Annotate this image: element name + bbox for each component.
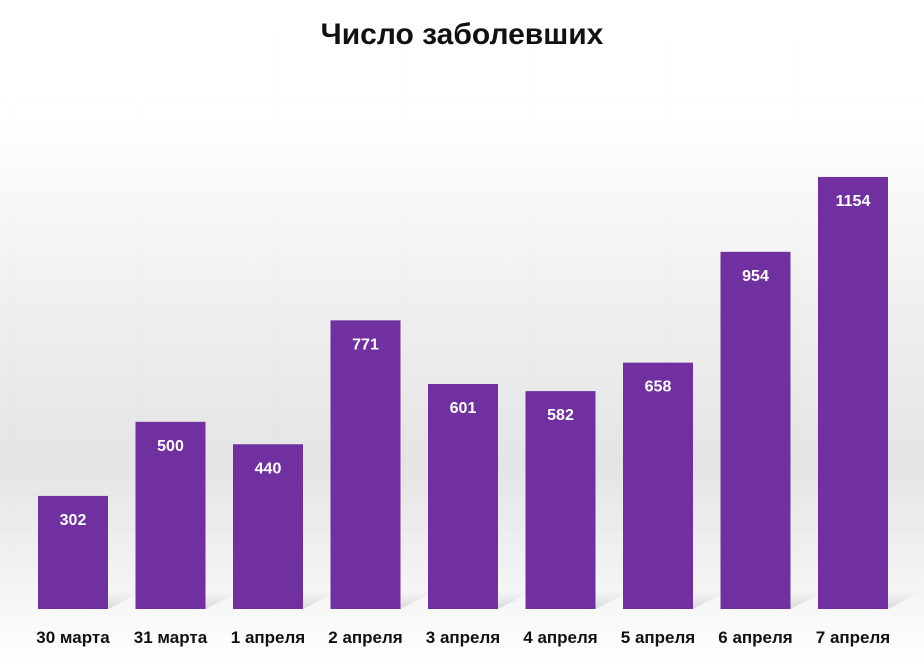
bar-data-labels: 302 500 440 771 601 582 658 954 1154 [60, 193, 871, 529]
bar-data-label: 601 [450, 400, 477, 417]
x-tick-label: 1 апреля [231, 628, 305, 647]
bar-data-label: 771 [352, 336, 379, 353]
x-tick-label: 3 апреля [426, 628, 500, 647]
bar[interactable] [525, 391, 596, 609]
bar-data-label: 500 [157, 438, 184, 455]
x-tick-label: 6 апреля [718, 628, 792, 647]
bar[interactable] [818, 176, 888, 610]
bar-series [38, 176, 888, 610]
bar-data-label: 658 [645, 379, 672, 396]
x-tick-label: 5 апреля [621, 628, 695, 647]
bar[interactable] [233, 444, 303, 609]
bar[interactable] [330, 320, 401, 609]
bar-data-label: 440 [255, 460, 282, 477]
x-tick-label: 2 апреля [328, 628, 402, 647]
x-tick-label: 31 марта [134, 628, 208, 647]
x-tick-label: 4 апреля [523, 628, 597, 647]
bar[interactable] [38, 495, 108, 609]
bar-data-label: 302 [60, 512, 87, 529]
x-tick-label: 30 марта [36, 628, 110, 647]
x-axis-tick-labels: 30 марта 31 марта 1 апреля 2 апреля 3 апреля… [36, 628, 890, 647]
chart-title: Число заболевших [320, 18, 604, 51]
bar[interactable] [135, 421, 206, 609]
bar[interactable] [428, 383, 498, 609]
bar[interactable] [623, 362, 693, 609]
x-tick-label: 7 апреля [816, 628, 890, 647]
bar-data-label: 954 [742, 268, 769, 285]
bar-data-label: 582 [547, 407, 574, 424]
bar[interactable] [720, 251, 791, 610]
bar-data-label: 1154 [836, 193, 871, 210]
